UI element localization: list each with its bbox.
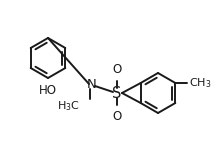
Text: O: O [112, 110, 122, 123]
Text: CH$_3$: CH$_3$ [189, 76, 212, 90]
Text: S: S [112, 86, 122, 100]
Text: N: N [87, 78, 97, 91]
Text: HO: HO [39, 84, 57, 97]
Text: O: O [112, 63, 122, 76]
Text: H$_3$C: H$_3$C [57, 99, 80, 113]
